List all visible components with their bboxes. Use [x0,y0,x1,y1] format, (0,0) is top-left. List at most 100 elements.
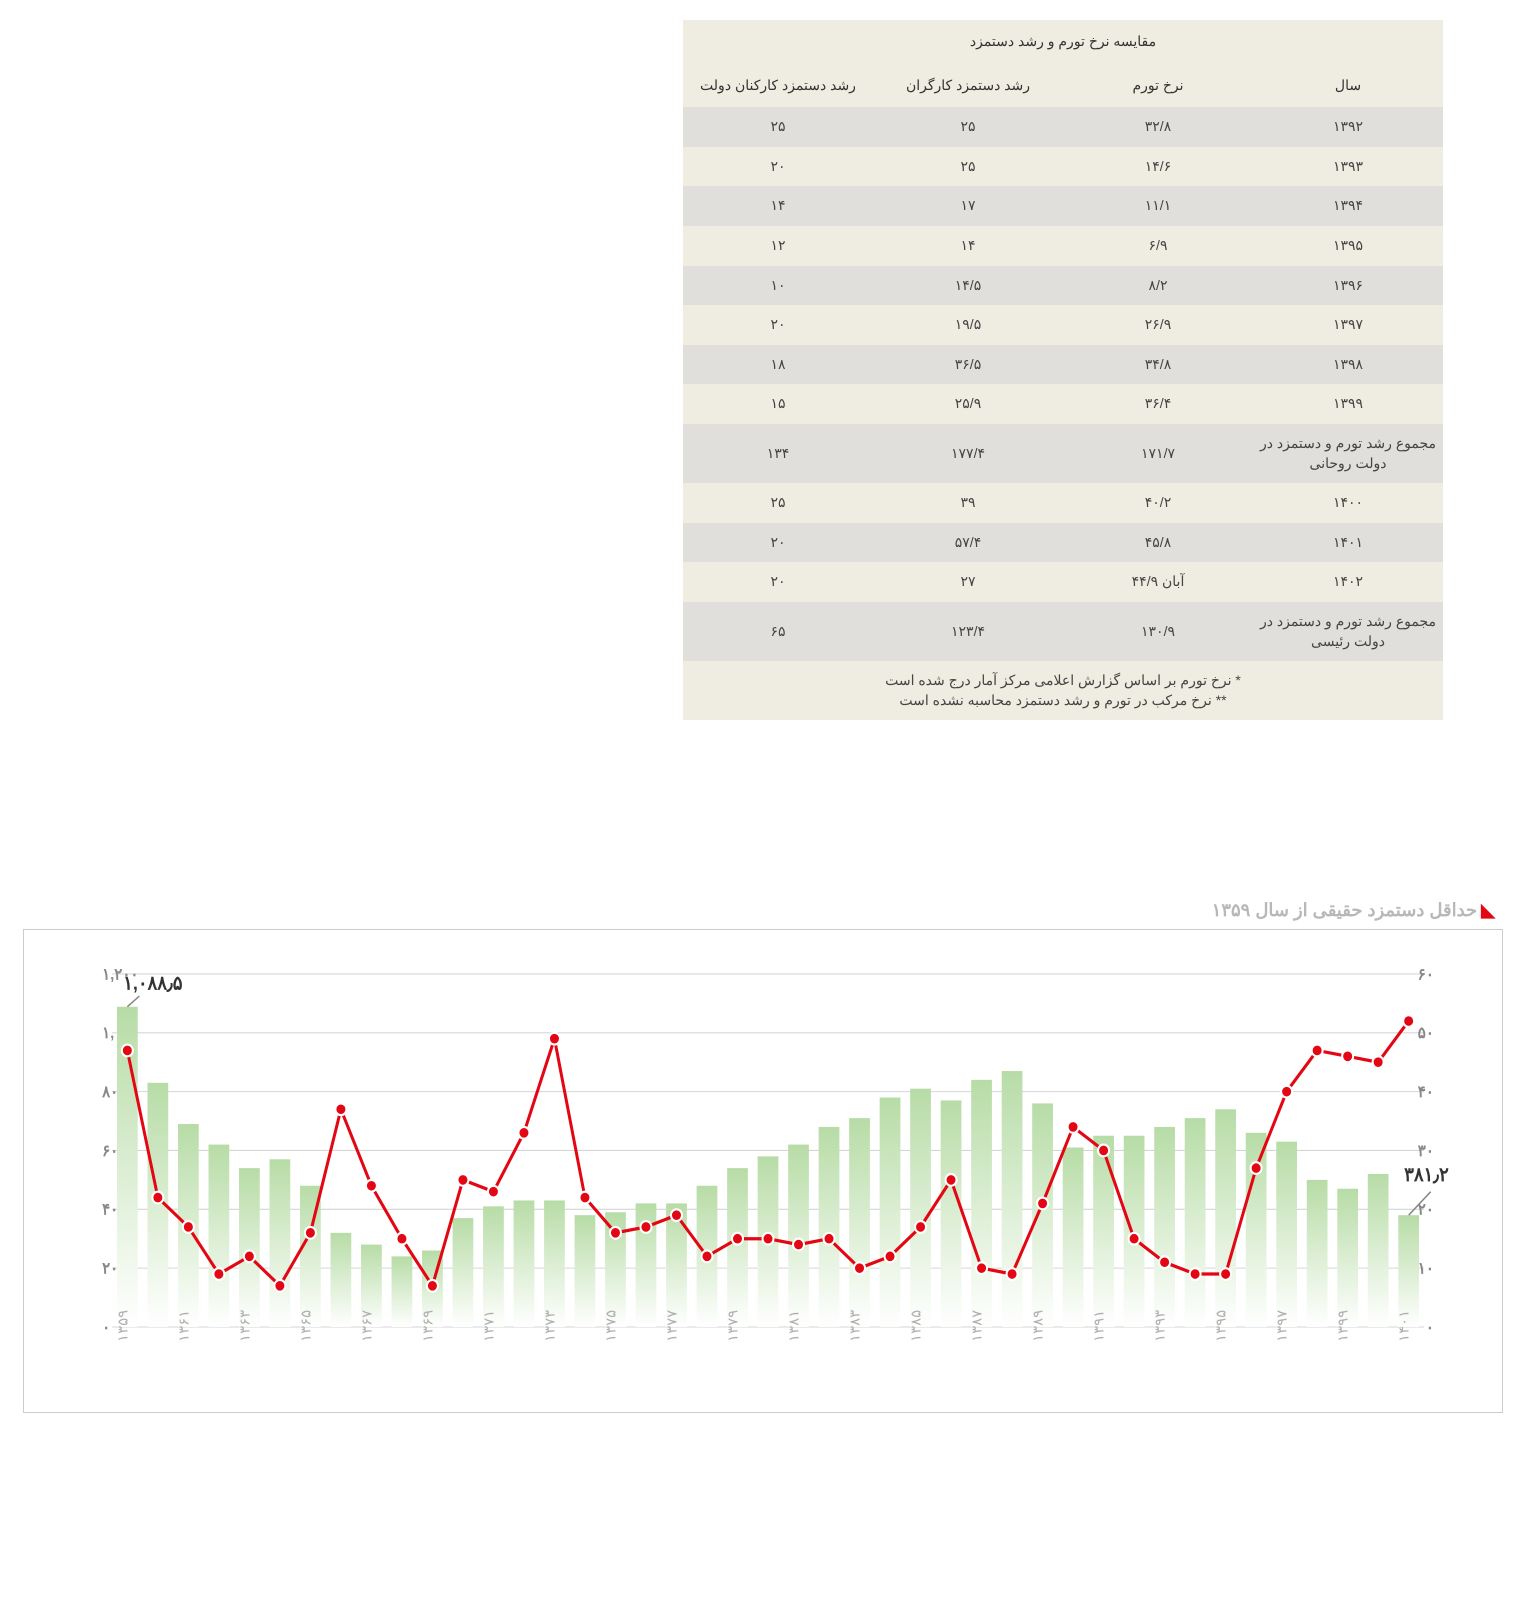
bar [1154,1127,1175,1327]
data-point [1190,1268,1201,1280]
data-point [854,1263,865,1275]
data-point [488,1186,499,1198]
data-point [335,1104,346,1116]
table-cell: ۱۴ [873,226,1063,266]
bar [1276,1142,1297,1327]
data-point [1312,1045,1323,1057]
svg-text:۱۳۷۱: ۱۳۷۱ [482,1310,497,1342]
data-point [1220,1268,1231,1280]
data-point [793,1239,804,1251]
data-point [824,1233,835,1245]
table-cell: ۱۷۱/۷ [1063,424,1253,483]
svg-text:۰: ۰ [1426,1319,1434,1337]
bar [941,1101,962,1328]
svg-text:۱۳۷۳: ۱۳۷۳ [543,1310,558,1342]
bar [453,1218,474,1327]
table-cell: ۱۳۹۸ [1253,345,1443,385]
svg-text:۱۳۷۹: ۱۳۷۹ [726,1310,741,1342]
data-point [427,1280,438,1292]
data-point [1068,1121,1079,1133]
table-cell: ۶۵ [683,602,873,661]
data-point [915,1221,926,1233]
table-row: ۱۴۰۰۴۰/۲۳۹۲۵ [683,483,1443,523]
data-point [244,1251,255,1263]
table-title: مقایسه نرخ تورم و رشد دستمزد [683,20,1443,64]
data-point [518,1127,529,1139]
data-point [457,1174,468,1186]
table-cell: ۳۴/۸ [1063,345,1253,385]
svg-text:۱۳۹۹: ۱۳۹۹ [1336,1310,1351,1342]
table-cell: ۱۳۹۶ [1253,266,1443,306]
svg-text:۵۰: ۵۰ [1418,1025,1434,1043]
data-point [213,1268,224,1280]
data-point [152,1192,163,1204]
table-cell: ۵۷/۴ [873,523,1063,563]
data-point [305,1227,316,1239]
table-cell: ۱۰ [683,266,873,306]
table-cell: ۳۹ [873,483,1063,523]
chart-title-marker-icon: ◣ [1481,900,1495,920]
table-body: ۱۳۹۲۳۲/۸۲۵۲۵۱۳۹۳۱۴/۶۲۵۲۰۱۳۹۴۱۱/۱۱۷۱۴۱۳۹۵… [683,107,1443,661]
svg-text:۶۰: ۶۰ [1418,966,1434,984]
table-column-header: رشد دستمزد کارگران [873,64,1063,108]
callout-label: ۱,۰۸۸٫۵ [123,972,182,994]
table-cell: ۱۳۹۵ [1253,226,1443,266]
table-cell: ۳۶/۴ [1063,384,1253,424]
table-cell: ۱۱/۱ [1063,186,1253,226]
bar [1215,1110,1236,1328]
table-cell: ۱۷۷/۴ [873,424,1063,483]
svg-text:۱۳۸۱: ۱۳۸۱ [787,1310,802,1342]
bar [1063,1148,1084,1327]
chart-title: ◣حداقل دستمزد حقیقی از سال ۱۳۵۹ [20,900,1495,921]
table-cell: ۱۳۴ [683,424,873,483]
bar [1368,1174,1389,1327]
table-cell: ۱۳۹۳ [1253,147,1443,187]
data-point [1281,1086,1292,1098]
data-point [1342,1051,1353,1063]
data-point [610,1227,621,1239]
svg-text:۱۳۸۳: ۱۳۸۳ [848,1310,863,1342]
table-cell: ۱۹/۵ [873,305,1063,345]
table-cell: ۱۴/۵ [873,266,1063,306]
table-cell: ۱۴ [683,186,873,226]
table-cell: ۲۶/۹ [1063,305,1253,345]
table-cell: ۱۴۰۱ [1253,523,1443,563]
data-point [946,1174,957,1186]
data-point [640,1221,651,1233]
table-footer: * نرخ تورم بر اساس گزارش اعلامی مرکز آما… [683,661,1443,720]
bar [1124,1136,1145,1327]
svg-text:۱۳۸۹: ۱۳۸۹ [1031,1310,1046,1342]
bar [1185,1118,1206,1327]
data-point [762,1233,773,1245]
table: مقایسه نرخ تورم و رشد دستمزد سالنرخ تورم… [683,20,1443,720]
callout-label: ۳۸۱٫۲ [1404,1164,1449,1186]
svg-text:۱۳۸۵: ۱۳۸۵ [909,1310,924,1342]
table-row: مجموع رشد تورم و دستمزد در دولت روحانی۱۷… [683,424,1443,483]
bar [1337,1189,1358,1327]
data-point [885,1251,896,1263]
table-column-header: سال [1253,64,1443,108]
table-row: ۱۳۹۷۲۶/۹۱۹/۵۲۰ [683,305,1443,345]
svg-text:۱۳۹۵: ۱۳۹۵ [1214,1310,1229,1342]
table-cell: ۲۵ [873,107,1063,147]
data-point [122,1045,133,1057]
table-cell: ۲۰ [683,147,873,187]
table-cell: ۱۳۹۲ [1253,107,1443,147]
data-point [183,1221,194,1233]
table-row: ۱۳۹۸۳۴/۸۳۶/۵۱۸ [683,345,1443,385]
table-cell: ۱۵ [683,384,873,424]
bar [1307,1180,1328,1327]
table-cell: ۸/۲ [1063,266,1253,306]
bar [1093,1136,1114,1327]
table-cell: آبان ۴۴/۹ [1063,562,1253,602]
table-row: ۱۳۹۴۱۱/۱۱۷۱۴ [683,186,1443,226]
table-cell: ۲۵ [683,107,873,147]
table-row: ۱۳۹۶۸/۲۱۴/۵۱۰ [683,266,1443,306]
svg-text:۱۳۶۵: ۱۳۶۵ [299,1310,314,1342]
data-point [671,1210,682,1222]
table-header-row: سالنرخ تورمرشد دستمزد کارگرانرشد دستمزد … [683,64,1443,108]
data-point [579,1192,590,1204]
table-cell: ۱۲ [683,226,873,266]
table-cell: ۶/۹ [1063,226,1253,266]
chart-title-text: حداقل دستمزد حقیقی از سال ۱۳۵۹ [1212,900,1477,920]
